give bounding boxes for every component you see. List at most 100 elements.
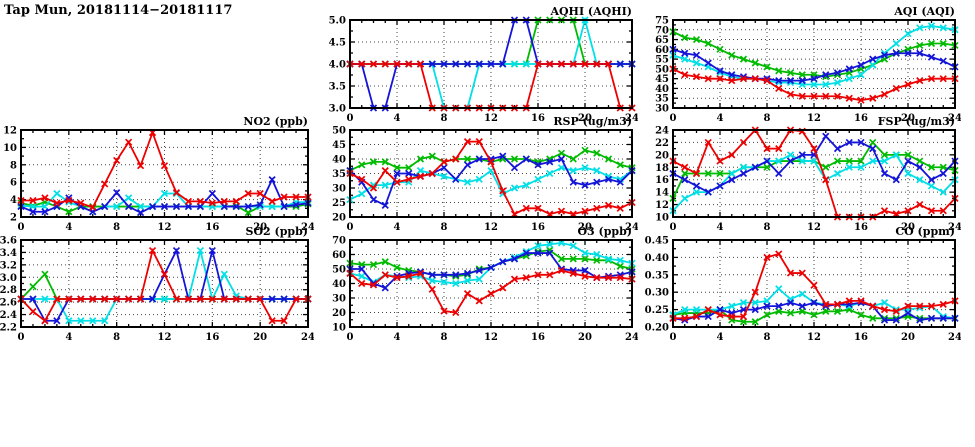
series-red (346, 137, 636, 218)
svg-text:0: 0 (670, 222, 677, 233)
svg-text:0.20: 0.20 (645, 323, 669, 334)
svg-text:20: 20 (332, 308, 346, 319)
svg-text:35: 35 (332, 169, 346, 180)
svg-text:8: 8 (441, 113, 448, 124)
svg-text:2.6: 2.6 (0, 298, 17, 309)
svg-text:0: 0 (670, 332, 677, 343)
svg-text:12: 12 (484, 113, 498, 124)
plot-border (349, 19, 633, 109)
svg-text:75: 75 (655, 16, 669, 27)
svg-text:2.4: 2.4 (0, 310, 17, 321)
svg-text:8: 8 (441, 222, 448, 233)
svg-text:24: 24 (655, 126, 669, 137)
svg-text:12: 12 (3, 126, 17, 137)
svg-text:20: 20 (578, 113, 592, 124)
axis-labels: 20 25 30 35 40 45 50 0 4 8 12 16 20 24 (332, 126, 638, 234)
gridlines (350, 130, 632, 217)
svg-text:8: 8 (764, 222, 771, 233)
axis-ticks (20, 129, 309, 218)
chart-co: 0.20 0.25 0.30 0.35 0.40 0.45 0 4 8 12 16 20 24 CO (p… (643, 224, 961, 345)
svg-text:20: 20 (901, 113, 915, 124)
svg-text:20: 20 (253, 332, 267, 343)
svg-text:60: 60 (332, 250, 346, 261)
svg-text:24: 24 (625, 332, 638, 343)
svg-text:16: 16 (854, 222, 868, 233)
panel-title-fsp: FSP (ug/m3) (878, 115, 955, 128)
svg-text:25: 25 (332, 198, 346, 209)
svg-text:8: 8 (764, 113, 771, 124)
svg-text:24: 24 (301, 222, 314, 233)
svg-text:12: 12 (484, 332, 498, 343)
page-title: Tap Mun, 20181114−20181117 (4, 3, 233, 18)
svg-text:8: 8 (10, 160, 17, 171)
svg-text:0.40: 0.40 (645, 253, 669, 264)
svg-text:4: 4 (394, 222, 401, 233)
svg-text:4: 4 (10, 195, 17, 206)
series-red (669, 65, 959, 104)
panel-title-no2: NO2 (ppb) (243, 115, 308, 128)
svg-text:4: 4 (717, 113, 724, 124)
svg-text:4: 4 (65, 222, 72, 233)
plot-border (20, 129, 309, 218)
svg-text:50: 50 (332, 126, 346, 137)
svg-text:12: 12 (807, 113, 821, 124)
gridlines (673, 130, 955, 217)
svg-text:8: 8 (113, 222, 120, 233)
svg-text:24: 24 (948, 222, 961, 233)
svg-text:10: 10 (655, 213, 669, 224)
gridlines (21, 130, 308, 217)
svg-text:65: 65 (655, 35, 669, 46)
svg-text:10: 10 (3, 143, 17, 154)
svg-text:16: 16 (531, 113, 545, 124)
svg-text:20: 20 (578, 222, 592, 233)
svg-text:16: 16 (655, 175, 669, 186)
axis-labels: 10 20 30 40 50 60 70 0 4 8 12 16 20 24 (332, 236, 638, 344)
gridlines (673, 20, 955, 108)
axis-labels: 3.0 3.5 4.0 4.5 5.0 0 4 8 12 16 20 24 (329, 16, 638, 125)
svg-text:4: 4 (717, 332, 724, 343)
svg-text:0.35: 0.35 (645, 270, 669, 281)
svg-text:30: 30 (332, 184, 346, 195)
series-red (17, 246, 312, 325)
panel-title-so2: SO2 (ppb) (246, 225, 309, 238)
svg-text:4.0: 4.0 (329, 60, 346, 71)
svg-text:5.0: 5.0 (329, 16, 346, 27)
panel-title-o3: O3 (ppb) (577, 225, 632, 238)
svg-text:24: 24 (948, 332, 961, 343)
svg-text:3.0: 3.0 (329, 104, 346, 115)
svg-text:20: 20 (901, 222, 915, 233)
svg-text:3.0: 3.0 (0, 273, 17, 284)
svg-text:0: 0 (347, 332, 354, 343)
chart-canvas-aqhi: 3.0 3.5 4.0 4.5 5.0 0 4 8 12 16 20 24 AQHI (AQHI) (329, 5, 638, 125)
panel-title-co: CO (ppm) (895, 225, 955, 238)
svg-text:55: 55 (655, 55, 669, 66)
svg-text:4: 4 (65, 332, 72, 343)
svg-text:3.4: 3.4 (0, 248, 17, 259)
axis-labels: 2.2 2.42.6 2.83.0 3.23.43.6 0 4 8 12 16 20 24 (0, 236, 314, 344)
svg-text:50: 50 (655, 64, 669, 75)
chart-rsp: 20 25 30 35 40 45 50 0 4 8 12 16 20 24 RSP (ug/m3) (320, 114, 638, 235)
svg-text:12: 12 (158, 222, 172, 233)
gridlines (350, 240, 632, 327)
svg-text:16: 16 (205, 332, 219, 343)
svg-text:3.2: 3.2 (0, 260, 17, 271)
series-blue (669, 132, 959, 196)
svg-text:8: 8 (113, 332, 120, 343)
gridlines (21, 240, 308, 327)
svg-text:12: 12 (807, 332, 821, 343)
svg-text:60: 60 (655, 45, 669, 56)
svg-text:4: 4 (717, 222, 724, 233)
panel-title-aqi: AQI (AQI) (893, 5, 955, 18)
svg-text:0: 0 (347, 222, 354, 233)
chart-aqi: 30 35 40 45 50 55 60 65 70 75 0 4 8 12 16 20 24 AQI (AQI) (643, 4, 961, 126)
svg-text:30: 30 (332, 294, 346, 305)
svg-text:20: 20 (578, 332, 592, 343)
svg-text:0.25: 0.25 (645, 305, 669, 316)
svg-text:0: 0 (670, 113, 677, 124)
